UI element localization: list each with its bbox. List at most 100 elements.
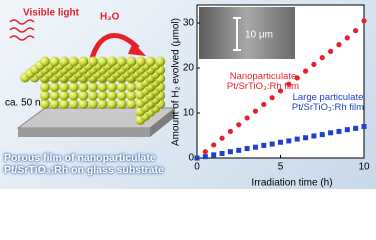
data-point: [344, 127, 350, 133]
data-point: [202, 154, 208, 160]
data-point: [336, 42, 342, 48]
data-point: [227, 128, 233, 135]
nanoparticle: [126, 56, 137, 67]
data-point: [211, 152, 217, 158]
nanoparticle: [49, 56, 60, 67]
y-tick-label: 10: [183, 108, 195, 119]
series-label: Large particulate Pt/SrTiO₃:Rh film: [291, 92, 365, 113]
data-point: [261, 101, 267, 108]
data-point: [353, 125, 359, 131]
data-point: [319, 55, 325, 61]
nanoparticle: [88, 56, 98, 67]
nanoparticle: [40, 99, 50, 109]
data-point: [303, 135, 309, 141]
thickness-label: ca. 50 nm: [5, 98, 49, 109]
nanoparticle: [78, 90, 89, 101]
water-label: H₂O: [100, 12, 120, 23]
glass-substrate-edge: [150, 108, 175, 137]
nanoparticle: [68, 99, 79, 109]
data-point: [328, 48, 334, 54]
nanoparticle: [97, 90, 108, 101]
nanoparticle: [116, 56, 127, 67]
nanoparticle: [40, 56, 50, 67]
visible-light-label: Visible light: [23, 8, 80, 19]
nanoparticle: [97, 82, 108, 92]
glass-substrate-side: [18, 128, 150, 137]
data-point: [336, 128, 342, 134]
light-wave: [9, 19, 35, 41]
nanoparticle: [126, 99, 137, 109]
series-label: Nanoparticulate Pt/SrTiO₃:Rh film: [226, 71, 300, 92]
nanoparticle: [40, 90, 50, 101]
data-point: [294, 136, 300, 142]
data-point: [328, 130, 334, 136]
y-axis-label: Amount of H₂ evolved (μmol): [171, 18, 182, 146]
data-point: [269, 95, 275, 101]
data-point: [252, 144, 258, 150]
data-point: [244, 115, 250, 121]
nanoparticle: [49, 90, 60, 101]
canvas: Visible light H₂O H₂ ca. 50 nm 10 μm Irr…: [5, 4, 370, 189]
nanoparticle: [78, 82, 89, 92]
data-point: [261, 142, 267, 148]
data-point: [236, 147, 242, 153]
illustration: Visible light H₂O H₂ ca. 50 nm: [5, 8, 177, 137]
scale-bar: [233, 17, 241, 51]
nanoparticle: [97, 99, 108, 109]
data-point: [244, 146, 250, 152]
data-point: [294, 75, 300, 81]
nanoparticle: [78, 56, 89, 67]
nanoparticle: [49, 99, 60, 109]
x-axis-label: Irradiation time (h): [251, 178, 332, 189]
nanoparticle: [116, 99, 127, 109]
x-tick-label: 10: [358, 162, 370, 173]
data-point: [311, 61, 317, 67]
arrow-head: [128, 42, 146, 56]
nanoparticle: [68, 56, 79, 67]
x-tick-label: 5: [278, 162, 284, 173]
nanoparticle: [107, 90, 118, 101]
nanoparticle: [107, 82, 118, 92]
scale-bar-label: 10 μm: [245, 30, 273, 41]
data-point: [227, 149, 233, 155]
nanoparticle: [78, 99, 89, 109]
data-point: [202, 149, 208, 155]
data-point: [361, 124, 367, 129]
data-point: [361, 18, 367, 24]
nanoparticle: [59, 99, 70, 109]
nanoparticle: [68, 90, 79, 101]
nanoparticle: [145, 56, 156, 67]
nanoparticle: [88, 82, 98, 92]
data-point: [286, 81, 292, 87]
nanoparticle: [40, 82, 50, 92]
y-tick-label: 20: [183, 63, 195, 74]
nanoparticle: [59, 82, 70, 92]
nanoparticle: [88, 90, 98, 101]
data-point: [236, 122, 242, 128]
y-tick-label: 30: [183, 18, 195, 29]
graphical-abstract: Visible light H₂O H₂ ca. 50 nm 10 μm Irr…: [0, 0, 376, 189]
data-point: [286, 138, 292, 144]
x-tick-label: 0: [194, 162, 200, 173]
data-point: [194, 155, 200, 161]
data-point: [319, 132, 325, 138]
nanoparticle: [116, 90, 127, 101]
nanoparticle: [126, 90, 137, 101]
nanoparticle: [59, 56, 70, 67]
nanoparticle: [155, 56, 166, 67]
sem-inset: [199, 7, 295, 59]
nanoparticle: [126, 82, 137, 92]
nanoparticle: [49, 82, 60, 92]
nanoparticle: [97, 56, 108, 67]
nanoparticle: [136, 56, 146, 67]
data-point: [277, 88, 284, 94]
nanoparticle: [107, 56, 118, 67]
nanoparticle: [59, 90, 70, 101]
data-point: [302, 68, 309, 74]
data-point: [344, 35, 350, 41]
y-tick-label: 0: [188, 153, 194, 164]
data-point: [252, 108, 259, 114]
nanoparticle: [107, 99, 118, 109]
data-point: [269, 141, 275, 147]
data-point: [353, 28, 359, 34]
